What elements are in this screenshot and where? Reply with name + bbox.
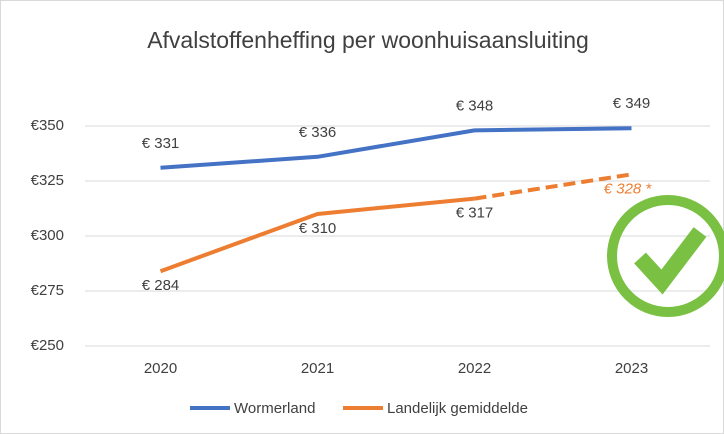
- line-dashed: [474, 172, 632, 201]
- x-tick-label: 2022: [458, 360, 491, 377]
- data-label: € 331: [142, 135, 180, 152]
- data-label: € 317: [456, 205, 494, 222]
- x-tick-label: 2021: [301, 360, 334, 377]
- data-label: € 310: [299, 220, 337, 237]
- legend-label: Wormerland: [234, 400, 315, 417]
- y-tick-label: €250: [31, 337, 64, 354]
- line: [159, 196, 475, 274]
- y-tick-label: €325: [31, 172, 64, 189]
- data-label: € 328 *: [604, 180, 653, 197]
- y-tick-label: €300: [31, 227, 64, 244]
- legend-label: Landelijk gemiddelde: [387, 400, 528, 417]
- data-label: € 348: [456, 97, 494, 114]
- x-tick-label: 2020: [144, 360, 177, 377]
- y-tick-label: €350: [31, 117, 64, 134]
- check-icon: [607, 195, 724, 317]
- chart-title: Afvalstoffenheffing per woonhuisaansluit…: [147, 27, 589, 53]
- x-tick-label: 2023: [615, 360, 648, 377]
- data-label: € 336: [299, 124, 337, 141]
- y-tick-label: €275: [31, 282, 64, 299]
- data-label: € 349: [613, 95, 651, 112]
- data-label: € 284: [142, 277, 180, 294]
- line: [160, 126, 632, 170]
